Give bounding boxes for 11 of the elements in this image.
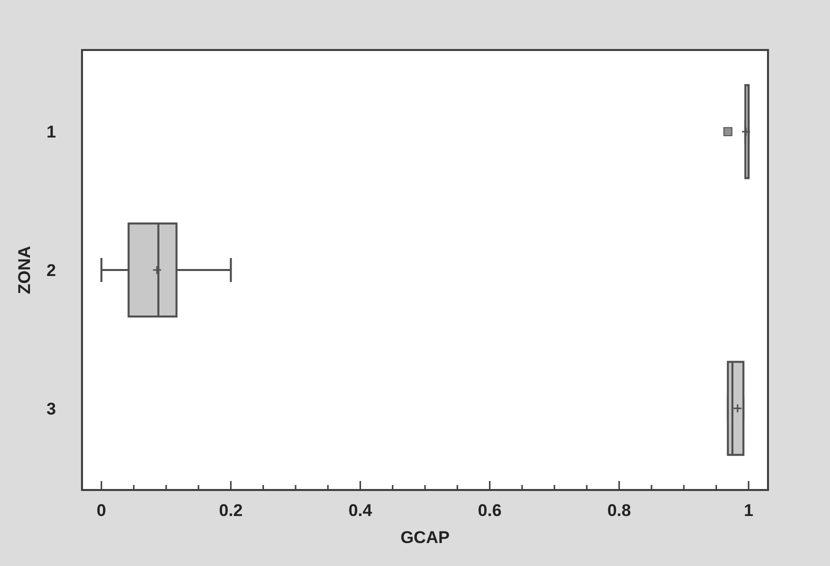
x-tick-label: 0.4: [348, 501, 373, 520]
y-tick-label: 3: [46, 399, 56, 418]
x-axis-title: GCAP: [400, 528, 450, 547]
x-tick-label: 1: [744, 501, 754, 520]
y-tick-label: 2: [46, 261, 56, 280]
y-axis-title: ZONA: [15, 246, 34, 294]
x-tick-label: 0.2: [219, 501, 243, 520]
x-tick-label: 0.6: [478, 501, 502, 520]
y-tick-label: 1: [46, 122, 56, 142]
x-tick-label: 0: [96, 501, 106, 520]
x-tick-label: 0.8: [607, 501, 631, 520]
